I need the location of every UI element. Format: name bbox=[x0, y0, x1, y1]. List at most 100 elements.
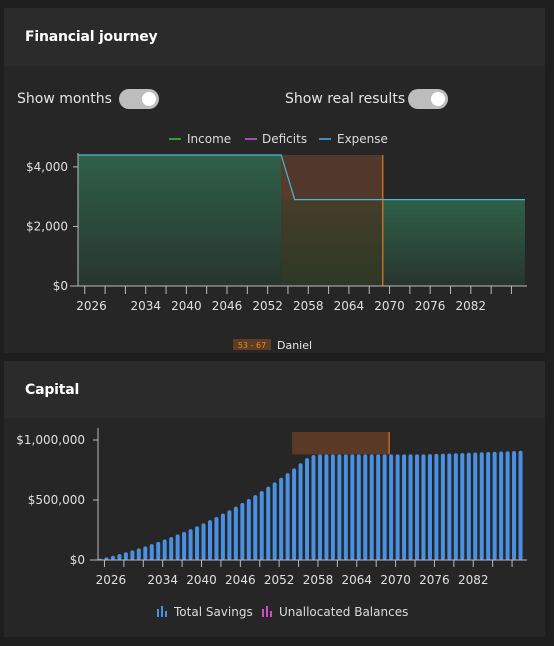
y-tick-label: $2,000 bbox=[26, 219, 68, 233]
legend: Total Savings Unallocated Balances bbox=[157, 605, 408, 619]
x-tick-label: 2034 bbox=[130, 299, 161, 313]
deficit-area bbox=[281, 155, 383, 286]
savings-bar bbox=[363, 454, 368, 560]
savings-bar bbox=[246, 499, 251, 560]
savings-bar bbox=[188, 529, 193, 560]
panel-title: Capital bbox=[25, 382, 80, 398]
savings-bar bbox=[136, 548, 141, 560]
x-tick-label: 2040 bbox=[171, 299, 202, 313]
age-range-label: 53 - 67 bbox=[238, 341, 266, 350]
journey-chart: Income Deficits Expense $4,000 $2,000 $0 20… bbox=[26, 132, 527, 352]
y-tick-label: $0 bbox=[70, 553, 85, 567]
savings-bar bbox=[240, 502, 245, 560]
savings-bar bbox=[227, 510, 232, 560]
savings-bar bbox=[259, 491, 264, 560]
savings-bar bbox=[117, 554, 122, 560]
x-tick-label: 2046 bbox=[212, 299, 243, 313]
savings-bar bbox=[292, 468, 297, 560]
x-tick-label: 2070 bbox=[374, 299, 405, 313]
savings-bar bbox=[473, 452, 478, 560]
show-real-results-toggle[interactable] bbox=[408, 89, 448, 109]
income-area bbox=[78, 155, 282, 286]
savings-bar bbox=[143, 546, 148, 560]
financial-journey-panel: Financial journey Show months Show real … bbox=[4, 8, 545, 353]
savings-bar bbox=[266, 486, 271, 560]
x-tick-label: 2026 bbox=[96, 573, 127, 587]
y-tick-label: $500,000 bbox=[28, 493, 85, 507]
savings-bar bbox=[518, 450, 523, 560]
axes: $1,000,000 $500,000 $0 2026 2034 2040 2046 2052… bbox=[16, 428, 527, 587]
savings-bar bbox=[201, 523, 206, 560]
x-tick-label: 2076 bbox=[419, 573, 450, 587]
capital-panel: Capital $1,000,000 $500,000 $0 2026 2034 2040… bbox=[4, 361, 545, 637]
savings-bar bbox=[220, 513, 225, 560]
unallocated-balances-icon bbox=[262, 606, 272, 617]
savings-bar bbox=[110, 555, 115, 560]
savings-bar bbox=[214, 517, 219, 560]
x-tick-label: 2052 bbox=[252, 299, 283, 313]
savings-bar bbox=[253, 495, 258, 560]
savings-bars bbox=[97, 450, 523, 560]
savings-bar bbox=[311, 455, 316, 560]
savings-bar bbox=[305, 458, 310, 560]
x-tick-label: 2052 bbox=[264, 573, 295, 587]
savings-bar bbox=[317, 454, 322, 560]
savings-bar bbox=[376, 454, 381, 560]
savings-bar bbox=[453, 453, 458, 560]
legend-expense-label[interactable]: Expense bbox=[337, 132, 388, 146]
person-marker: 53 - 67 Daniel bbox=[233, 339, 312, 352]
toggle-knob bbox=[142, 92, 156, 106]
highlight-range bbox=[292, 432, 390, 455]
capital-chart: $1,000,000 $500,000 $0 2026 2034 2040 2046 2052… bbox=[16, 428, 527, 619]
savings-bar bbox=[479, 452, 484, 560]
savings-bar bbox=[195, 526, 200, 560]
toggle-knob bbox=[431, 92, 445, 106]
x-tick-label: 2040 bbox=[186, 573, 217, 587]
legend-unallocated-label[interactable]: Unallocated Balances bbox=[279, 605, 408, 619]
total-savings-icon bbox=[157, 606, 167, 617]
savings-bar bbox=[486, 452, 491, 560]
savings-bar bbox=[434, 453, 439, 560]
legend-income-label[interactable]: Income bbox=[187, 132, 231, 146]
savings-bar bbox=[512, 451, 517, 560]
savings-bar bbox=[402, 454, 407, 560]
show-months-toggle[interactable] bbox=[119, 89, 159, 109]
x-tick-label: 2026 bbox=[76, 299, 107, 313]
savings-bar bbox=[356, 454, 361, 560]
highlight-band bbox=[281, 155, 383, 200]
x-tick-label: 2058 bbox=[293, 299, 324, 313]
savings-bar bbox=[233, 506, 238, 560]
x-tick-label: 2046 bbox=[225, 573, 256, 587]
y-tick-label: $0 bbox=[53, 279, 68, 293]
savings-bar bbox=[272, 482, 277, 560]
savings-bar bbox=[104, 557, 109, 560]
legend-deficits-label[interactable]: Deficits bbox=[262, 132, 307, 146]
savings-bar bbox=[460, 452, 465, 560]
savings-bar bbox=[427, 454, 432, 560]
expense-line bbox=[78, 154, 525, 201]
savings-bar bbox=[337, 454, 342, 560]
savings-bar bbox=[408, 454, 413, 560]
highlight-band bbox=[292, 432, 390, 455]
savings-bar bbox=[350, 454, 355, 560]
x-tick-label: 2064 bbox=[342, 573, 373, 587]
savings-bar bbox=[415, 454, 420, 560]
legend-total-savings-label[interactable]: Total Savings bbox=[173, 605, 253, 619]
savings-bar bbox=[285, 473, 290, 560]
show-months-label: Show months bbox=[17, 91, 112, 107]
savings-bar bbox=[499, 451, 504, 560]
savings-bar bbox=[149, 544, 154, 560]
y-tick-label: $4,000 bbox=[26, 160, 68, 174]
savings-bar bbox=[492, 451, 497, 560]
x-tick-label: 2076 bbox=[415, 299, 446, 313]
savings-bar bbox=[447, 453, 452, 560]
savings-bar bbox=[440, 453, 445, 560]
savings-bar bbox=[169, 537, 174, 560]
savings-bar bbox=[279, 477, 284, 560]
savings-bar bbox=[324, 454, 329, 560]
x-tick-label: 2064 bbox=[334, 299, 365, 313]
capital-header: Capital bbox=[4, 361, 545, 418]
panel-title: Financial journey bbox=[25, 29, 158, 45]
savings-bar bbox=[207, 520, 212, 560]
legend: Income Deficits Expense bbox=[169, 132, 388, 146]
